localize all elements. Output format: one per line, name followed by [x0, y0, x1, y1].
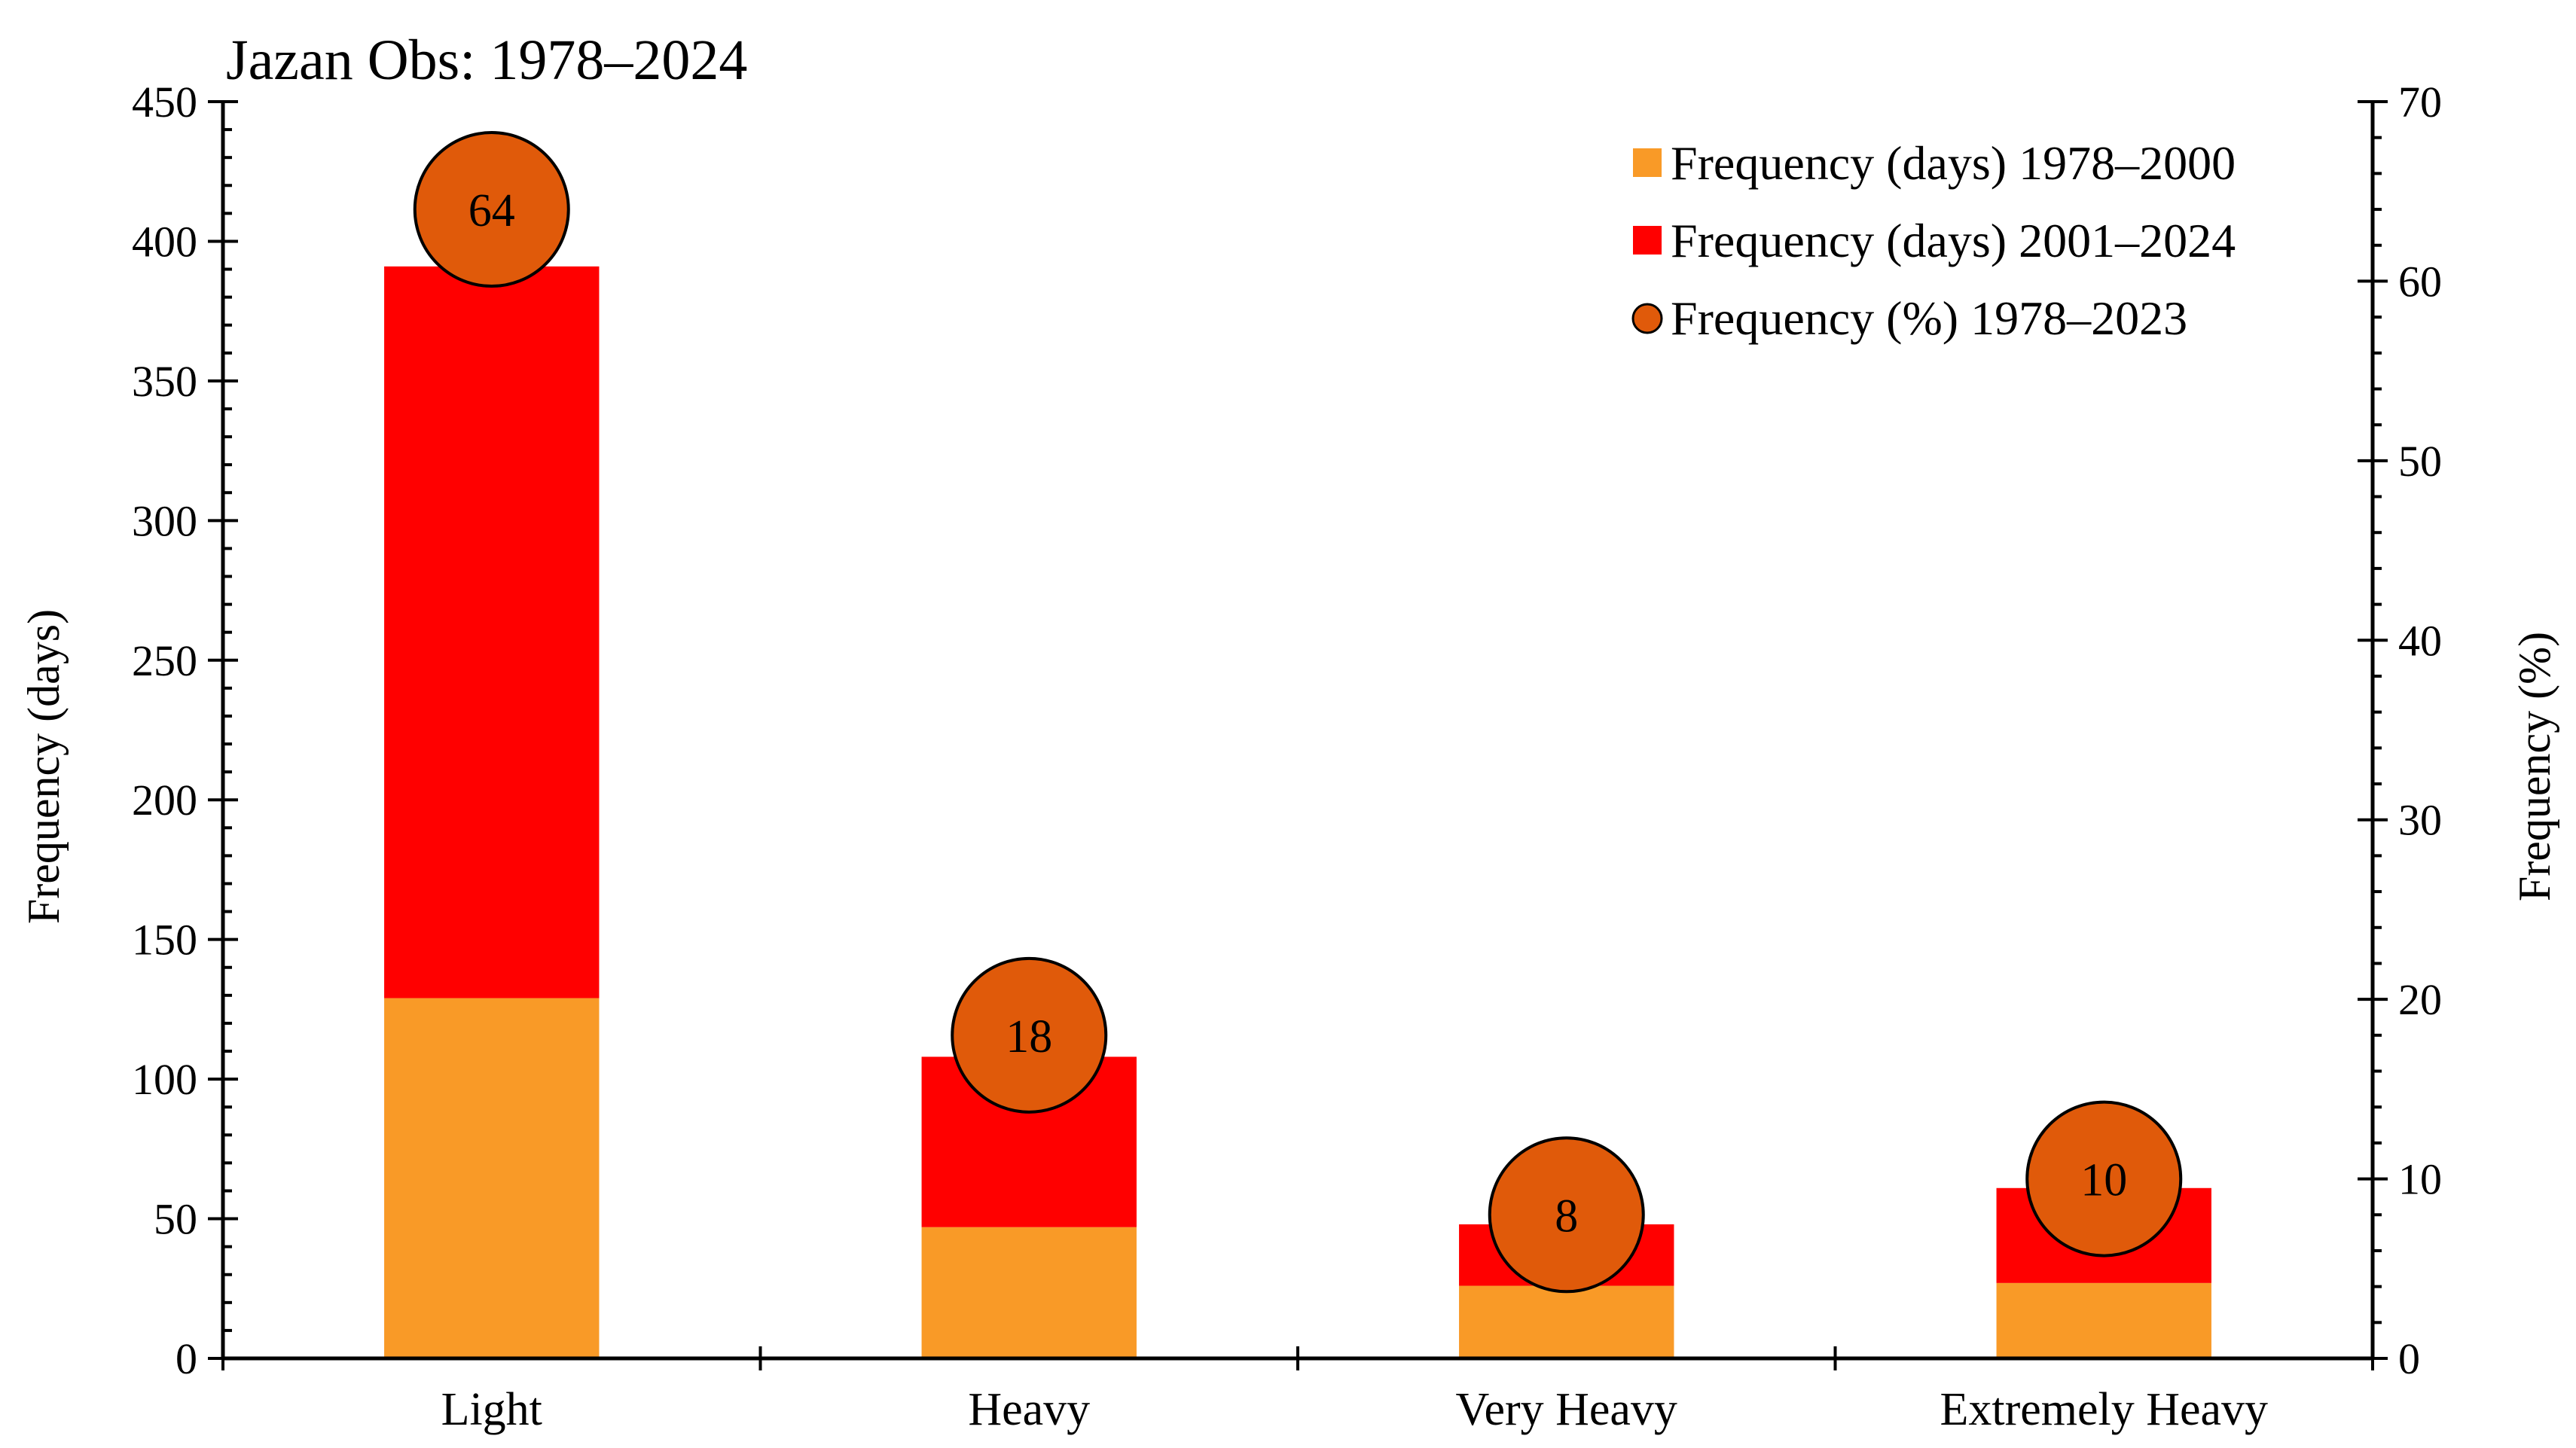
- y2-tick-label: 50: [2398, 437, 2442, 486]
- y-tick-label: 400: [132, 217, 197, 266]
- y-tick-label: 0: [175, 1334, 197, 1383]
- legend-swatch-1978-2000: [1633, 148, 1662, 177]
- y2-tick-label: 40: [2398, 616, 2442, 665]
- y2-tick-label: 0: [2398, 1334, 2420, 1383]
- chart-title: Jazan Obs: 1978–2024: [226, 29, 747, 92]
- y-tick-label: 100: [132, 1055, 197, 1104]
- percent-label-heavy: 18: [1006, 1011, 1052, 1062]
- legend-label-percent: Frequency (%) 1978–2023: [1671, 291, 2187, 345]
- x-tick-label-extremely-heavy: Extremely Heavy: [1940, 1384, 2268, 1435]
- points-layer: 64 18 8 10: [413, 131, 2183, 1294]
- percent-label-light: 64: [469, 185, 515, 236]
- y-tick-label: 250: [132, 636, 197, 685]
- legend-label-1978-2000: Frequency (days) 1978–2000: [1671, 136, 2236, 190]
- bar-2001-2024-light: [384, 266, 600, 998]
- bar-1978-2000-light: [384, 998, 600, 1358]
- y-tick-label: 50: [154, 1195, 197, 1244]
- bar-1978-2000-very-heavy: [1459, 1285, 1674, 1358]
- y2-axis-title: Frequency (%): [2510, 632, 2559, 901]
- bars-layer: [384, 266, 2211, 1358]
- y2-tick-label: 60: [2398, 257, 2442, 306]
- y2-tick-label: 20: [2398, 975, 2442, 1024]
- percent-point-heavy: [951, 956, 1108, 1114]
- x-tick-label-light: Light: [441, 1384, 542, 1435]
- percent-point-very-heavy: [1488, 1136, 1645, 1294]
- percent-label-extremely-heavy: 10: [2080, 1155, 2127, 1206]
- x-tick-label-heavy: Heavy: [968, 1384, 1090, 1435]
- y-axis-title: Frequency (days): [19, 609, 69, 924]
- y-tick-label: 200: [132, 776, 197, 825]
- axes-layer: 0 50 100 150 200 250 300 350 400 450 0 10 20 30 40 50 60…: [132, 78, 2442, 1435]
- legend-marker-percent: [1631, 303, 1663, 334]
- percent-point-extremely-heavy: [2025, 1100, 2183, 1257]
- percent-label-very-heavy: 8: [1555, 1190, 1578, 1242]
- y-tick-label: 450: [132, 78, 197, 127]
- y-tick-label: 350: [132, 357, 197, 406]
- y2-tick-label: 10: [2398, 1155, 2442, 1204]
- y-tick-label: 300: [132, 496, 197, 545]
- bar-1978-2000-heavy: [921, 1227, 1137, 1358]
- legend-swatch-2001-2024: [1633, 226, 1662, 255]
- x-tick-label-very-heavy: Very Heavy: [1456, 1384, 1677, 1435]
- y2-tick-label: 30: [2398, 796, 2442, 845]
- legend-label-2001-2024: Frequency (days) 2001–2024: [1671, 214, 2236, 267]
- bar-1978-2000-extremely-heavy: [1996, 1282, 2211, 1358]
- y2-tick-label: 70: [2398, 78, 2442, 127]
- legend: Frequency (days) 1978–2000 Frequency (da…: [1631, 136, 2236, 345]
- percent-point-light: [413, 131, 570, 288]
- y-tick-label: 150: [132, 916, 197, 965]
